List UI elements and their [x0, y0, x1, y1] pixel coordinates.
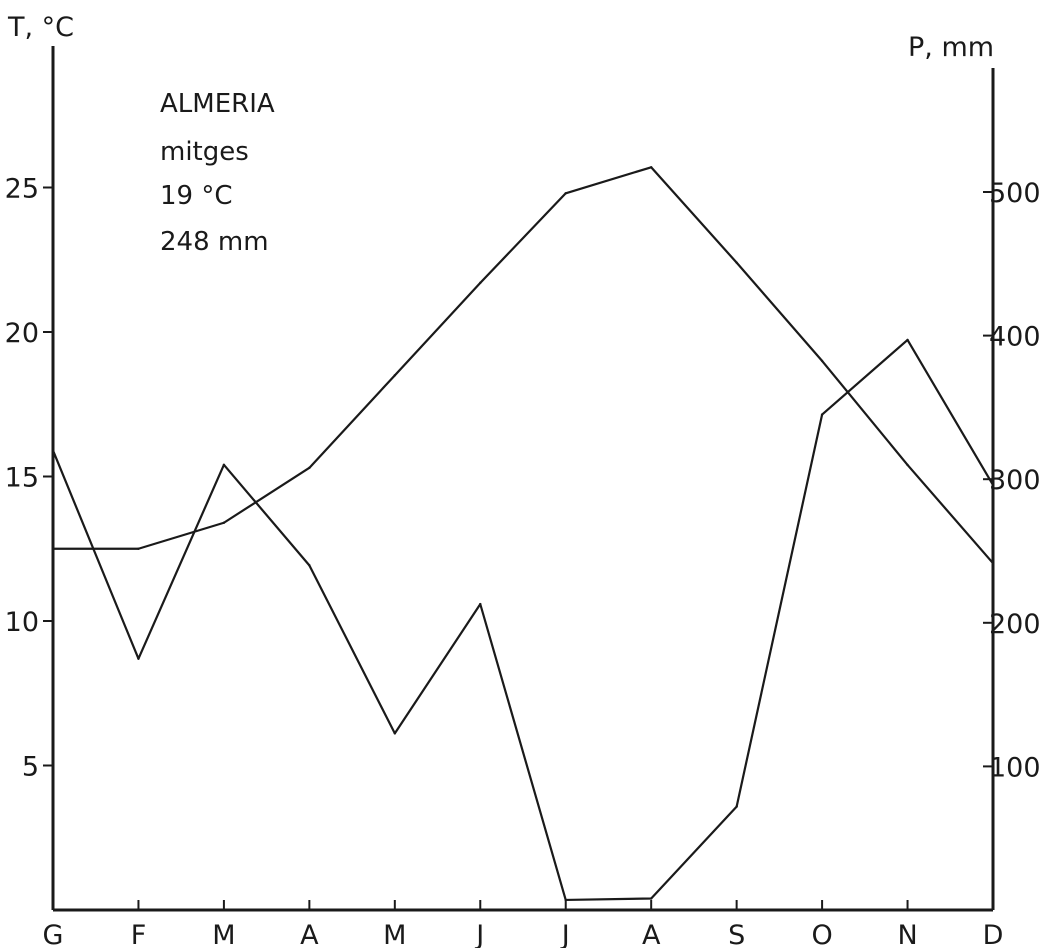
- precipitation-point: [906, 338, 909, 342]
- x-tick-label: O: [811, 920, 832, 948]
- precipitation-point: [649, 897, 653, 900]
- temperature-point: [906, 463, 909, 467]
- temperature-point: [308, 466, 311, 470]
- x-tick-label: A: [642, 920, 661, 948]
- left-tick-label: 20: [5, 318, 39, 349]
- stat-label: mitges: [160, 137, 249, 167]
- precipitation-point: [51, 449, 55, 452]
- precipitation-point: [308, 564, 311, 567]
- temperature-point: [479, 281, 482, 285]
- right-axis-ticks: 100 200 300 400 500: [983, 178, 1041, 783]
- temperature-point: [820, 359, 824, 363]
- temperature-point: [222, 521, 226, 524]
- temperature-point: [393, 374, 397, 377]
- precipitation-point: [222, 463, 226, 467]
- right-tick-label: 100: [989, 752, 1041, 783]
- station-name: ALMERIA: [160, 89, 275, 119]
- precipitation-point: [393, 732, 397, 735]
- x-tick-label: M: [212, 920, 235, 948]
- left-tick-label: 15: [5, 463, 39, 494]
- right-tick-label: 300: [989, 465, 1041, 496]
- left-axis-label: T, °C: [7, 12, 74, 43]
- x-tick-label: G: [43, 920, 64, 948]
- right-tick-label: 500: [989, 178, 1041, 209]
- x-tick-label: F: [131, 920, 147, 948]
- precipitation-point: [564, 898, 567, 902]
- temperature-point: [564, 192, 567, 195]
- right-tick-label: 400: [989, 322, 1041, 353]
- precipitation-point: [479, 602, 482, 606]
- temperature-point: [735, 261, 738, 264]
- right-axis-label: P, mm: [908, 32, 994, 63]
- x-tick-label: S: [728, 920, 745, 948]
- temperature-series-line: [53, 166, 994, 564]
- temperature-point: [137, 547, 140, 550]
- right-tick-label: 200: [989, 609, 1041, 640]
- precipitation-point: [735, 805, 738, 808]
- left-tick-label: 5: [22, 752, 39, 783]
- temperature-point: [991, 562, 995, 565]
- temperature-point: [51, 547, 55, 550]
- precipitation-point: [137, 657, 140, 660]
- temperature-point: [649, 166, 653, 169]
- precipitation-series-line: [51, 338, 994, 902]
- precipitation-point: [820, 413, 824, 416]
- left-tick-label: 10: [5, 607, 39, 638]
- chart-annotation: ALMERIA mitges 19 °C 248 mm: [160, 89, 275, 257]
- precipitation-point: [991, 483, 995, 487]
- x-tick-label: J: [474, 920, 484, 948]
- mean-temperature: 19 °C: [160, 181, 233, 211]
- x-tick-label: N: [897, 920, 917, 948]
- x-tick-label: D: [983, 920, 1004, 948]
- x-tick-label: A: [300, 920, 319, 948]
- axes: [51, 46, 995, 912]
- series: [51, 166, 995, 902]
- left-axis-ticks: 5 10 15 20 25: [5, 174, 53, 783]
- total-precipitation: 248 mm: [160, 227, 269, 257]
- x-tick-label: J: [560, 920, 570, 948]
- x-tick-label: M: [383, 920, 406, 948]
- left-tick-label: 25: [5, 174, 39, 205]
